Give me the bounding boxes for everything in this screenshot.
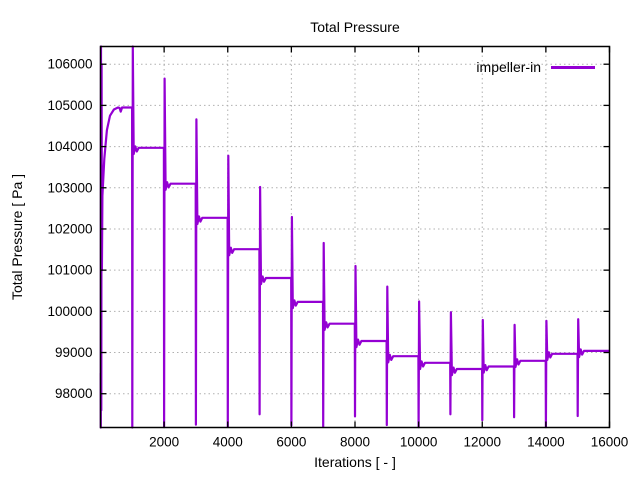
y-tick-label: 99000: [55, 345, 93, 360]
legend-line-sample: [551, 65, 595, 69]
x-tick-label: 14000: [527, 435, 565, 450]
y-tick-label: 101000: [47, 263, 92, 278]
series-line-impeller-in: [99, 45, 610, 429]
chart-title: Total Pressure: [310, 19, 400, 35]
y-tick-label: 104000: [47, 139, 92, 154]
y-tick-label: 105000: [47, 98, 92, 113]
legend-entry-label: impeller-in: [476, 59, 541, 75]
x-tick-label: 4000: [213, 435, 243, 450]
x-tick-label: 2000: [149, 435, 179, 450]
y-tick-label: 100000: [47, 304, 92, 319]
y-tick-label: 102000: [47, 221, 92, 236]
x-tick-label: 12000: [463, 435, 501, 450]
x-tick-label: 16000: [591, 435, 629, 450]
x-tick-label: 6000: [276, 435, 306, 450]
x-tick-label: 8000: [340, 435, 370, 450]
y-tick-label: 106000: [47, 57, 92, 72]
y-tick-label: 98000: [55, 386, 93, 401]
y-axis-label: Total Pressure [ Pa ]: [9, 173, 25, 301]
x-tick-label: 10000: [400, 435, 438, 450]
y-tick-label: 103000: [47, 180, 92, 195]
x-axis-label: Iterations [ - ]: [314, 454, 396, 470]
legend: impeller-in: [476, 59, 595, 75]
